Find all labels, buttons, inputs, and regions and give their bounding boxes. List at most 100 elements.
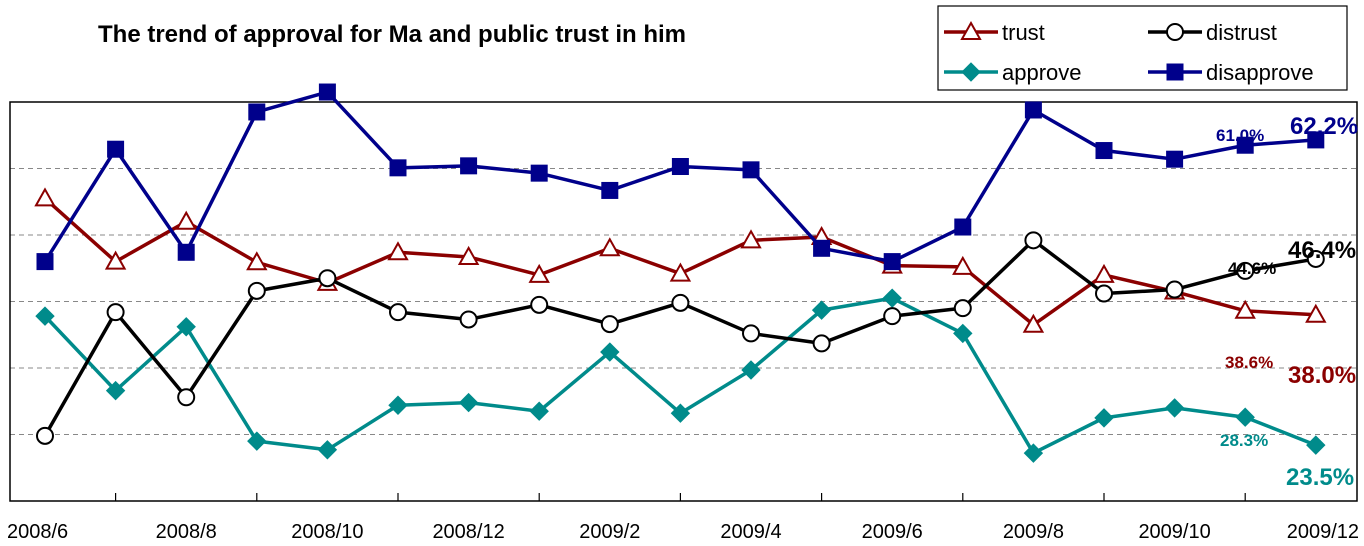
data-label-distrust-large: 46.4% bbox=[1288, 237, 1356, 264]
x-tick-label-2008-8: 2008/8 bbox=[156, 521, 217, 543]
x-tick-label-2008-12: 2008/12 bbox=[432, 521, 504, 543]
series-trust bbox=[34, 187, 1327, 333]
point-disapprove-2009-4 bbox=[742, 161, 760, 179]
point-approve-2009-8 bbox=[1023, 443, 1044, 463]
point-disapprove-2009-3 bbox=[671, 158, 689, 176]
point-approve-2009-3 bbox=[670, 403, 691, 423]
point-disapprove-2009-2 bbox=[601, 181, 619, 199]
point-disapprove-2008-7 bbox=[107, 140, 125, 158]
series-distrust bbox=[36, 231, 1325, 445]
point-distrust-2009-1 bbox=[530, 295, 549, 314]
point-approve-2009-4 bbox=[741, 360, 761, 380]
legend-label-distrust: distrust bbox=[1206, 20, 1277, 45]
point-distrust-2008-7 bbox=[106, 303, 125, 322]
data-label-trust-small: 38.6% bbox=[1225, 353, 1273, 372]
point-trust-2009-11 bbox=[1234, 299, 1256, 319]
point-approve-2008-8 bbox=[176, 317, 196, 337]
legend-item-approve: approve bbox=[944, 60, 1082, 85]
point-trust-2009-1 bbox=[528, 263, 550, 283]
point-approve-2009-1 bbox=[529, 401, 549, 421]
point-trust-2008-12 bbox=[457, 245, 480, 265]
annotations: 61.0% 62.2% 44.6% 46.4% 38.6% 38.0% 28.3% 23.5% bbox=[1216, 113, 1358, 491]
point-approve-2008-11 bbox=[388, 395, 408, 415]
legend-item-disapprove: disapprove bbox=[1148, 60, 1314, 85]
x-tick-label-2008-10: 2008/10 bbox=[291, 521, 363, 543]
point-disapprove-2009-10 bbox=[1166, 150, 1184, 168]
point-distrust-2009-7 bbox=[953, 299, 972, 318]
point-approve-2009-6 bbox=[882, 288, 902, 308]
point-disapprove-2009-7 bbox=[954, 218, 972, 236]
series-approve bbox=[35, 288, 1326, 463]
series-layer bbox=[34, 83, 1327, 463]
point-disapprove-2008-11 bbox=[389, 159, 407, 177]
point-approve-2008-12 bbox=[458, 392, 479, 413]
point-trust-2009-3 bbox=[669, 262, 692, 282]
x-tick-label-2009-4: 2009/4 bbox=[720, 521, 781, 543]
data-label-trust-large: 38.0% bbox=[1288, 362, 1356, 389]
point-trust-2009-2 bbox=[599, 237, 621, 257]
x-tick-label-2009-2: 2009/2 bbox=[579, 521, 640, 543]
point-distrust-2009-6 bbox=[883, 307, 902, 326]
data-label-disapprove-small: 61.0% bbox=[1216, 126, 1264, 145]
point-distrust-2009-2 bbox=[600, 315, 619, 334]
point-distrust-2008-6 bbox=[36, 426, 54, 445]
point-disapprove-2008-12 bbox=[460, 157, 478, 175]
point-distrust-2009-10 bbox=[1165, 280, 1184, 299]
x-tick-label-2009-6: 2009/6 bbox=[862, 521, 923, 543]
legend: trust distrust approve disapprove bbox=[937, 5, 1348, 91]
point-trust-2008-6 bbox=[34, 187, 56, 207]
point-trust-2009-8 bbox=[1022, 313, 1045, 333]
point-distrust-2009-5 bbox=[812, 334, 831, 353]
point-trust-2008-11 bbox=[387, 241, 409, 261]
series-disapprove bbox=[36, 83, 1325, 271]
plot-area-frame bbox=[9, 101, 1358, 502]
point-distrust-2009-9 bbox=[1095, 284, 1113, 303]
point-approve-2009-7 bbox=[953, 323, 973, 344]
point-distrust-2008-11 bbox=[389, 303, 407, 322]
point-trust-2008-8 bbox=[175, 210, 197, 230]
legend-label-approve: approve bbox=[1002, 60, 1082, 85]
series-line-disapprove bbox=[43, 90, 1316, 264]
point-approve-2009-12 bbox=[1306, 435, 1326, 455]
point-trust-2009-12 bbox=[1305, 303, 1327, 323]
legend-label-disapprove: disapprove bbox=[1206, 60, 1314, 85]
legend-item-trust: trust bbox=[944, 20, 1045, 45]
point-approve-2009-9 bbox=[1094, 408, 1114, 428]
point-trust-2009-4 bbox=[740, 229, 762, 249]
legend-label-trust: trust bbox=[1002, 20, 1045, 45]
point-disapprove-2008-9 bbox=[248, 103, 266, 121]
point-approve-2009-2 bbox=[600, 342, 620, 362]
point-disapprove-2009-8 bbox=[1024, 101, 1042, 119]
point-trust-2008-7 bbox=[104, 250, 127, 270]
point-distrust-2008-10 bbox=[318, 269, 337, 288]
point-approve-2008-9 bbox=[247, 431, 267, 451]
point-trust-2009-7 bbox=[952, 255, 974, 275]
data-label-approve-small: 28.3% bbox=[1220, 431, 1268, 450]
point-distrust-2009-4 bbox=[742, 324, 760, 343]
point-disapprove-2009-11 bbox=[1236, 136, 1254, 154]
point-distrust-2008-9 bbox=[247, 281, 266, 300]
x-tick-label-2009-10: 2009/10 bbox=[1138, 521, 1210, 543]
point-approve-2009-11 bbox=[1235, 407, 1255, 427]
point-distrust-2009-11 bbox=[1236, 261, 1255, 280]
point-trust-2008-9 bbox=[246, 251, 268, 271]
point-disapprove-2008-6 bbox=[36, 253, 54, 271]
point-disapprove-2009-12 bbox=[1307, 131, 1325, 149]
point-distrust-2009-12 bbox=[1306, 249, 1325, 268]
point-disapprove-2009-5 bbox=[813, 239, 831, 257]
x-tick-label-2009-8: 2009/8 bbox=[1003, 521, 1064, 543]
x-tick-label-2009-12: 2009/12 bbox=[1287, 521, 1359, 543]
point-approve-2008-6 bbox=[35, 306, 55, 326]
point-approve-2008-10 bbox=[317, 440, 338, 460]
x-axis: 2008/6 2008/8 2008/10 2008/12 2009/2 2009/4 20… bbox=[7, 493, 1359, 543]
legend-marker-approve bbox=[961, 62, 981, 82]
x-tick-label-2008-6: 2008/6 bbox=[7, 521, 68, 543]
point-disapprove-2009-9 bbox=[1095, 142, 1113, 160]
point-disapprove-2008-10 bbox=[318, 83, 336, 101]
point-distrust-2009-3 bbox=[671, 293, 690, 312]
data-label-disapprove-large: 62.2% bbox=[1290, 113, 1358, 140]
point-disapprove-2009-1 bbox=[530, 164, 548, 182]
legend-marker-trust bbox=[960, 20, 982, 40]
point-approve-2008-7 bbox=[105, 380, 126, 401]
